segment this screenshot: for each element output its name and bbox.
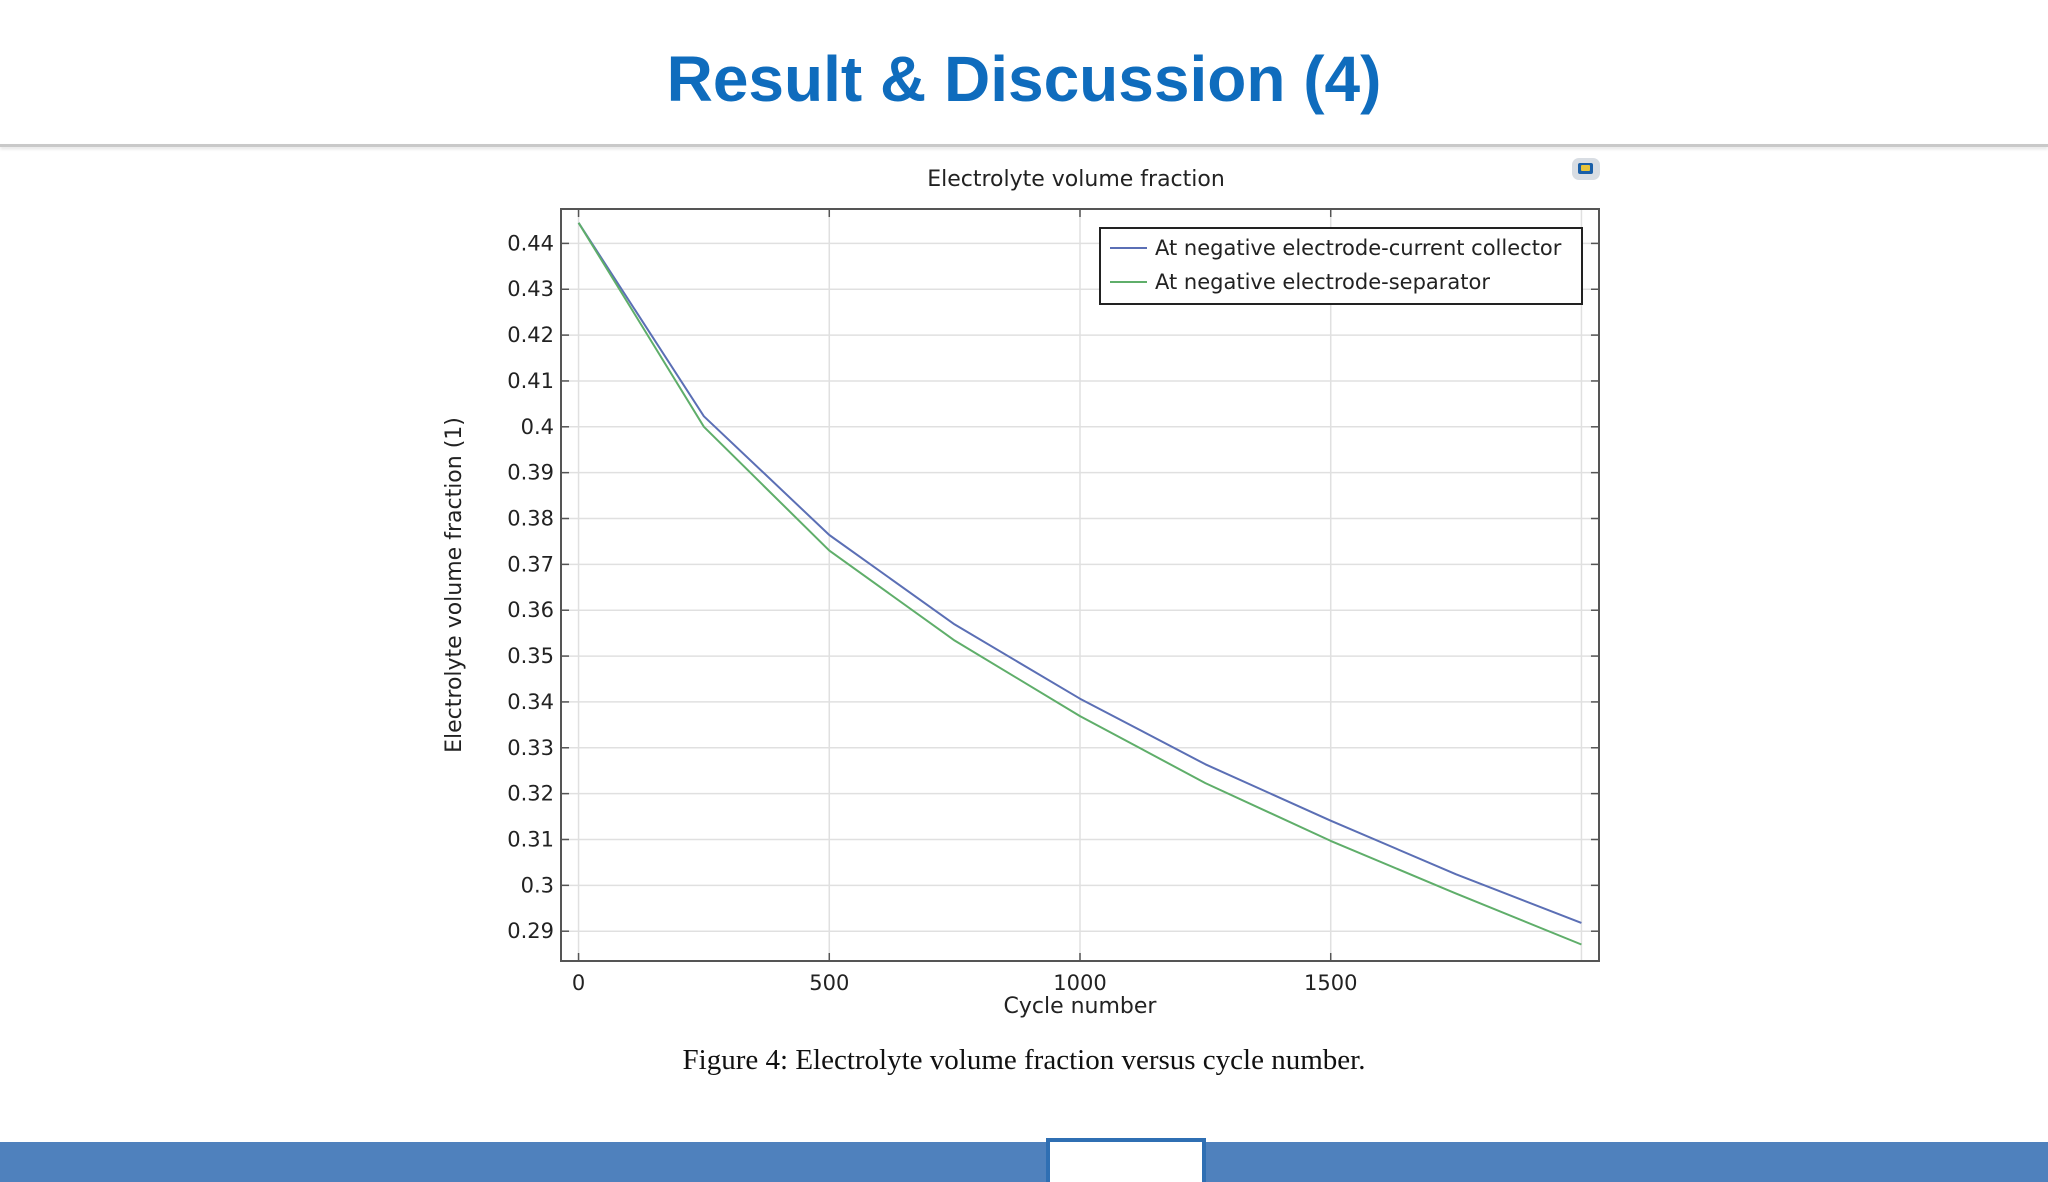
legend-label-2: At negative electrode-separator [1155, 270, 1490, 294]
x-tick-label: 0 [572, 971, 585, 995]
x-tick-label: 1500 [1304, 971, 1357, 995]
slide-title: Result & Discussion (4) [666, 43, 1382, 115]
legend-label-1: At negative electrode-current collector [1155, 236, 1562, 260]
y-tick-label: 0.3 [521, 873, 554, 897]
chart-gridlines [561, 209, 1599, 961]
y-tick-label: 0.32 [507, 782, 554, 806]
title-divider [0, 144, 2048, 147]
x-tick-label: 1000 [1053, 971, 1106, 995]
footer-bar [0, 1142, 2048, 1182]
y-tick-label: 0.44 [507, 231, 554, 255]
x-axis-label: Cycle number [1004, 994, 1158, 1019]
chart-legend: At negative electrode-current collector A… [1099, 227, 1583, 305]
series-line-1 [577, 222, 1582, 924]
y-tick-label: 0.43 [507, 277, 554, 301]
y-tick-label: 0.38 [507, 507, 554, 531]
y-tick-label: 0.37 [507, 552, 554, 576]
y-tick-label: 0.34 [507, 690, 554, 714]
y-tick-label: 0.31 [507, 827, 554, 851]
y-tick-label: 0.39 [507, 461, 554, 485]
comsol-plot-icon[interactable] [1570, 155, 1602, 183]
footer-slide-box [1046, 1138, 1206, 1182]
series-line-2 [577, 222, 1582, 946]
figure-caption: Figure 4: Electrolyte volume fraction ve… [682, 1044, 1366, 1076]
y-tick-label: 0.29 [507, 919, 554, 943]
chart-series [577, 222, 1582, 946]
chart-ticks: 0 500 1000 1500 0.29 0.3 0.31 0.32 0.33 0.34 0.35 0… [507, 209, 1599, 995]
y-tick-label: 0.35 [507, 644, 554, 668]
chart-title: Electrolyte volume fraction [927, 167, 1225, 192]
y-tick-label: 0.41 [507, 369, 554, 393]
y-tick-label: 0.42 [507, 323, 554, 347]
y-axis-label: Electrolyte volume fraction (1) [442, 417, 467, 753]
x-tick-label: 500 [809, 971, 849, 995]
y-tick-label: 0.33 [507, 736, 554, 760]
legend-box [1099, 227, 1583, 305]
y-tick-label: 0.36 [507, 598, 554, 622]
y-tick-label: 0.4 [521, 415, 554, 439]
